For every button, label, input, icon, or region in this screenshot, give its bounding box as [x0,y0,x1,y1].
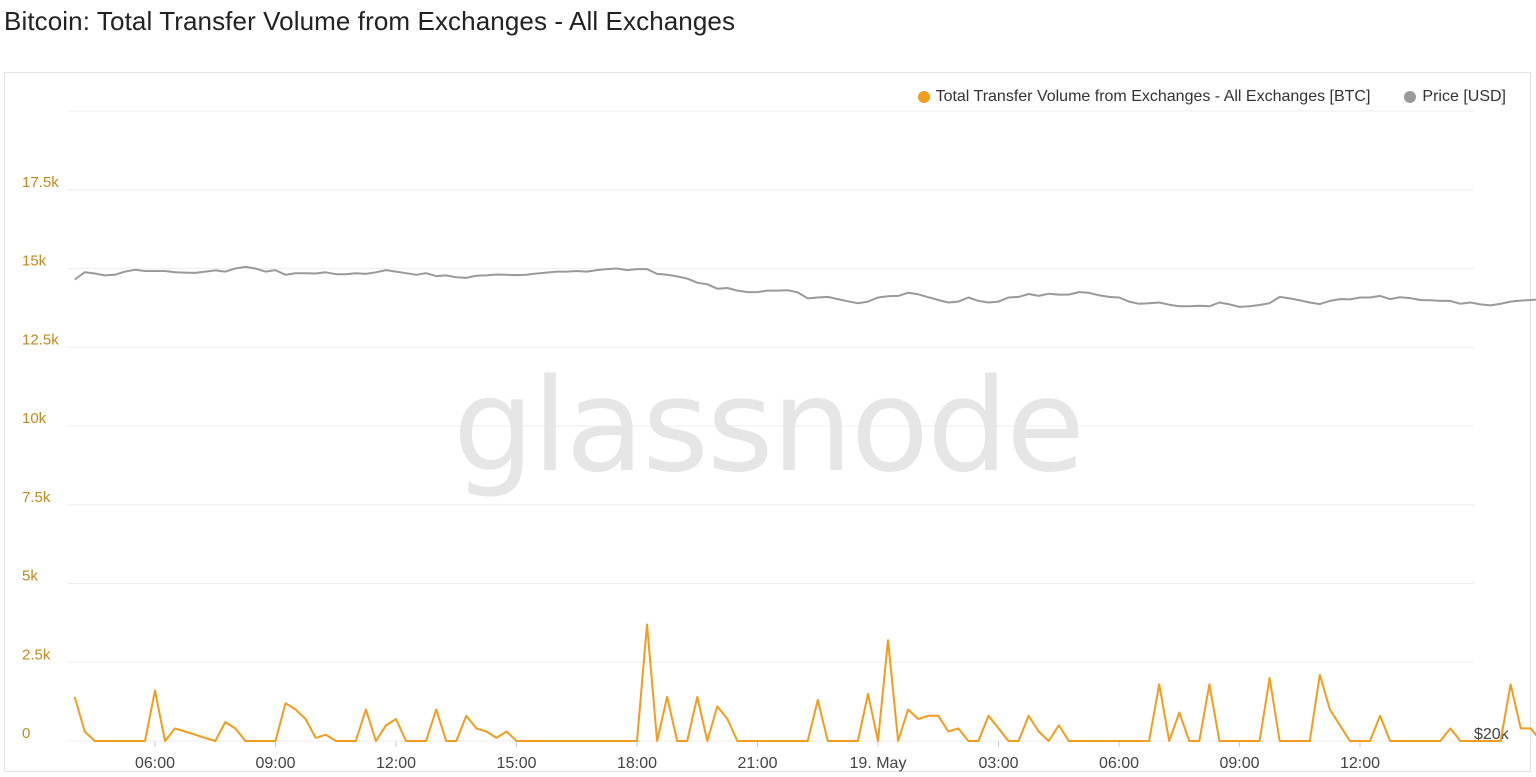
x-tick-label: 21:00 [737,755,777,772]
chart-frame [4,72,1531,772]
x-tick-label: 12:00 [376,755,416,772]
x-tick-label: 09:00 [255,755,295,772]
x-tick-label: 03:00 [978,755,1018,772]
watermark: glassnode [453,352,1083,501]
y-tick-label: 0 [22,725,30,742]
y-tick-label: 5k [22,568,38,585]
chart-title: Bitcoin: Total Transfer Volume from Exch… [4,6,736,36]
x-tick-label: 15:00 [496,755,536,772]
y-tick-label: 12.5k [22,331,59,348]
x-tick-label: 06:00 [1099,755,1139,772]
x-tick-label: 06:00 [135,755,175,772]
y-tick-label: 7.5k [22,489,51,506]
price-legend-dot [1404,91,1417,103]
legend-item-volume[interactable]: Total Transfer Volume from Exchanges - A… [917,88,1371,106]
x-tick-label: 19. May [850,755,907,772]
y-tick-label: 15k [22,253,47,270]
x-axis: 06:00 09:00 12:00 15:00 18:00 21:00 19. May 03:… [135,741,1380,772]
x-tick-label: 09:00 [1219,755,1259,772]
legend-item-price[interactable]: Price [USD] [1404,88,1506,106]
legend: Total Transfer Volume from Exchanges - A… [917,88,1506,106]
legend-label-volume: Total Transfer Volume from Exchanges - A… [935,88,1371,105]
y-tick-label: 2.5k [22,646,51,663]
y-axis: 0 2.5k 5k 7.5k 10k 12.5k 15k 17.5k [22,174,59,742]
legend-label-price: Price [USD] [1422,88,1506,105]
price-series-line [74,265,1536,308]
y-tick-label: 17.5k [22,174,59,191]
y-tick-label: 10k [22,410,47,427]
volume-legend-dot [917,91,930,103]
x-tick-label: 18:00 [617,755,657,772]
x-tick-label: 12:00 [1340,755,1380,772]
